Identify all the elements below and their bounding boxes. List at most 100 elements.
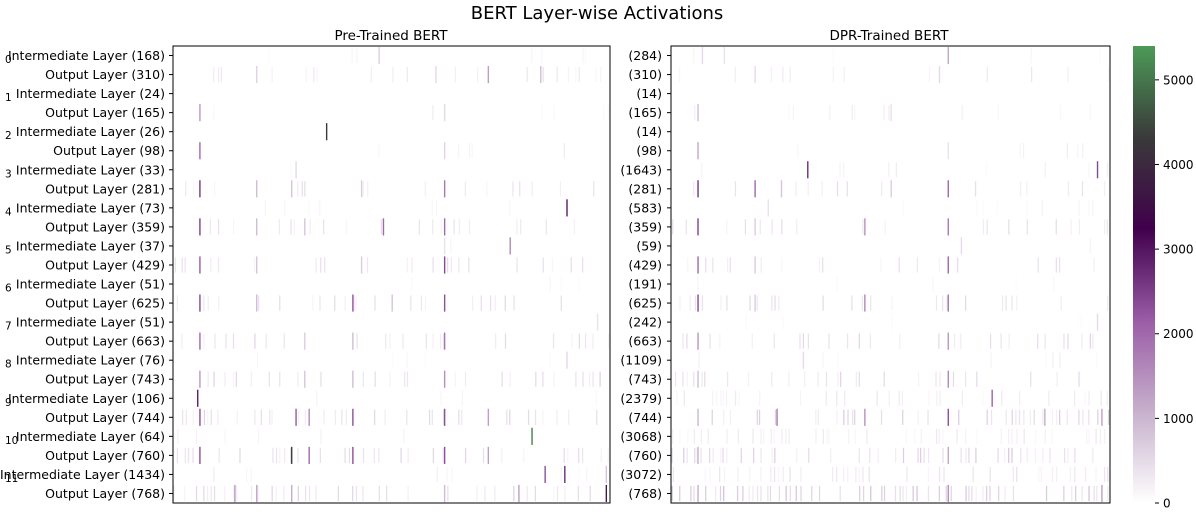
heat-cell [920, 428, 923, 444]
heat-cell [1100, 390, 1102, 406]
heat-cell [989, 485, 991, 502]
heat-cell [1055, 257, 1058, 273]
heat-cell [425, 333, 427, 349]
heat-cell [945, 485, 947, 502]
heat-cell [1037, 257, 1039, 273]
heat-peak [391, 294, 393, 312]
heat-cell [341, 409, 343, 425]
heat-cell [760, 485, 762, 502]
heat-cell [380, 219, 382, 235]
heat-cell [1048, 390, 1050, 406]
heat-cell [1055, 409, 1058, 425]
heat-cell [752, 428, 754, 444]
heat-peak [566, 199, 568, 217]
heat-cell [1082, 409, 1084, 425]
heat-cell [719, 466, 721, 483]
heat-cell [193, 181, 195, 197]
heat-cell [976, 200, 978, 216]
heat-cell [344, 295, 346, 311]
heat-peak [802, 351, 805, 369]
heat-cell [411, 257, 413, 273]
heat-cell [902, 409, 904, 425]
heat-cell [256, 352, 259, 368]
row-label: Intermediate Layer (64) [16, 429, 165, 444]
heat-cell [183, 485, 186, 502]
heat-peak [780, 180, 783, 198]
heat-cell [862, 485, 865, 502]
heat-cell [715, 485, 717, 502]
heat-cell [898, 390, 900, 406]
heat-cell [828, 333, 830, 349]
heat-peak [435, 65, 437, 84]
heat-cell [719, 485, 722, 502]
heat-cell [344, 447, 346, 464]
heat-cell [825, 390, 827, 406]
heat-cell [432, 257, 434, 273]
heat-peak [938, 65, 941, 84]
heat-cell [468, 257, 470, 273]
heat-cell [1011, 447, 1013, 464]
heat-cell [592, 333, 594, 349]
heat-cell [1012, 485, 1015, 502]
heat-cell [578, 66, 580, 83]
heat-cell [789, 485, 791, 502]
heat-cell [504, 295, 506, 311]
heat-cell [232, 485, 235, 502]
heat-cell [232, 219, 235, 235]
heat-cell [232, 333, 235, 349]
heat-cell [567, 66, 570, 83]
heat-cell [836, 276, 838, 292]
heat-cell [917, 409, 919, 425]
heat-cell [1095, 428, 1097, 444]
heat-cell [494, 295, 496, 311]
heat-cell [471, 143, 474, 159]
heat-cell [1060, 295, 1062, 311]
heat-cell [982, 219, 985, 235]
heat-cell [923, 447, 925, 464]
heat-cell [290, 162, 292, 178]
heat-cell [858, 333, 860, 349]
heat-cell [195, 428, 198, 444]
heat-peak [754, 65, 756, 84]
row-label: (768) [628, 486, 662, 501]
heat-cell [250, 466, 253, 483]
heat-cell [1070, 219, 1072, 235]
heat-cell [674, 371, 677, 387]
heat-cell [869, 447, 871, 464]
colorbar-tick-label: 3000 [1163, 243, 1194, 257]
heat-cell [961, 105, 963, 121]
heat-cell [837, 352, 839, 368]
heat-cell [1092, 333, 1094, 349]
heat-cell [362, 485, 364, 502]
row-label: (284) [628, 48, 662, 63]
heat-cell [1059, 409, 1061, 425]
heat-peak [947, 446, 949, 464]
heat-cell [1000, 428, 1002, 444]
heat-cell [855, 371, 858, 387]
heat-peak [487, 446, 490, 464]
heat-peak [325, 123, 328, 141]
heat-peak [947, 142, 949, 160]
heat-cell [232, 371, 235, 387]
heat-cell [535, 371, 537, 387]
heat-cell [960, 333, 962, 349]
heat-cell [1011, 409, 1013, 425]
heat-cell [516, 257, 518, 273]
heat-cell [832, 466, 834, 483]
heat-peak [443, 180, 446, 198]
heat-cell [348, 447, 351, 464]
row-label: Output Layer (98) [53, 143, 165, 158]
heat-cell [888, 105, 890, 121]
heat-cell [938, 428, 940, 444]
heat-cell [378, 485, 380, 502]
heat-cell [1080, 314, 1083, 330]
heat-cell [846, 181, 848, 197]
heat-cell [1015, 409, 1017, 425]
heat-cell [494, 485, 496, 502]
heat-peak [443, 332, 446, 350]
heat-cell [1001, 390, 1003, 406]
heat-cell [442, 447, 444, 464]
heat-cell [701, 295, 704, 311]
row-label: Intermediate Layer (1434) [0, 467, 165, 482]
heat-cell [217, 219, 220, 235]
